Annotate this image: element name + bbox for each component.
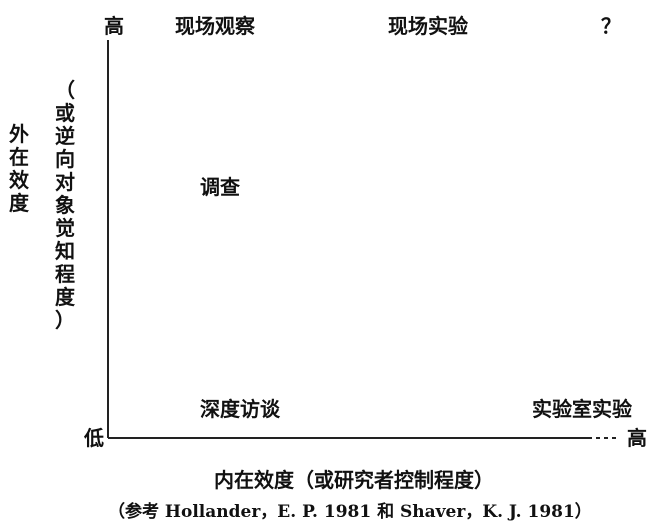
vertical-text-char: 外 xyxy=(9,122,29,146)
vertical-text-char: （ xyxy=(55,78,75,102)
y-axis-title-text: 外在效度 xyxy=(9,124,29,216)
method-unknown: ？ xyxy=(601,14,621,38)
method-lab-experiment: 实验室实验 xyxy=(532,397,632,421)
vertical-text-char: 象 xyxy=(55,193,75,217)
method-deep-interview: 深度访谈 xyxy=(200,397,280,421)
method-field-observation: 现场观察 xyxy=(175,14,255,38)
y-axis-high-label: 高 xyxy=(104,14,124,38)
vertical-text-char: 或 xyxy=(55,101,75,125)
y-axis-low-label: 低 xyxy=(84,426,104,450)
method-field-experiment: 现场实验 xyxy=(388,14,468,38)
source-note: （参考 Hollander，E. P. 1981 和 Shaver，K. J. … xyxy=(108,502,592,522)
vertical-text-char: 度 xyxy=(55,285,75,309)
vertical-text-char: 知 xyxy=(55,239,75,263)
vertical-text-char: 效 xyxy=(9,168,29,192)
x-axis-high-label: 高 xyxy=(627,426,647,450)
y-axis-title: 外在效度 xyxy=(9,124,29,219)
vertical-text-char: 对 xyxy=(55,170,75,194)
vertical-text-char: 在 xyxy=(9,145,29,169)
vertical-text-char: ） xyxy=(55,308,75,332)
vertical-text-char: 觉 xyxy=(55,216,75,240)
y-axis-subtitle-text: （或逆向对象觉知程度） xyxy=(55,80,75,333)
method-survey: 调查 xyxy=(200,175,240,199)
y-axis-subtitle: （或逆向对象觉知程度） xyxy=(55,80,75,336)
vertical-text-char: 度 xyxy=(9,191,29,215)
vertical-text-char: 程 xyxy=(55,262,75,286)
vertical-text-char: 向 xyxy=(55,147,75,171)
vertical-text-char: 逆 xyxy=(55,124,75,148)
x-axis-title: 内在效度（或研究者控制程度） xyxy=(214,468,494,492)
